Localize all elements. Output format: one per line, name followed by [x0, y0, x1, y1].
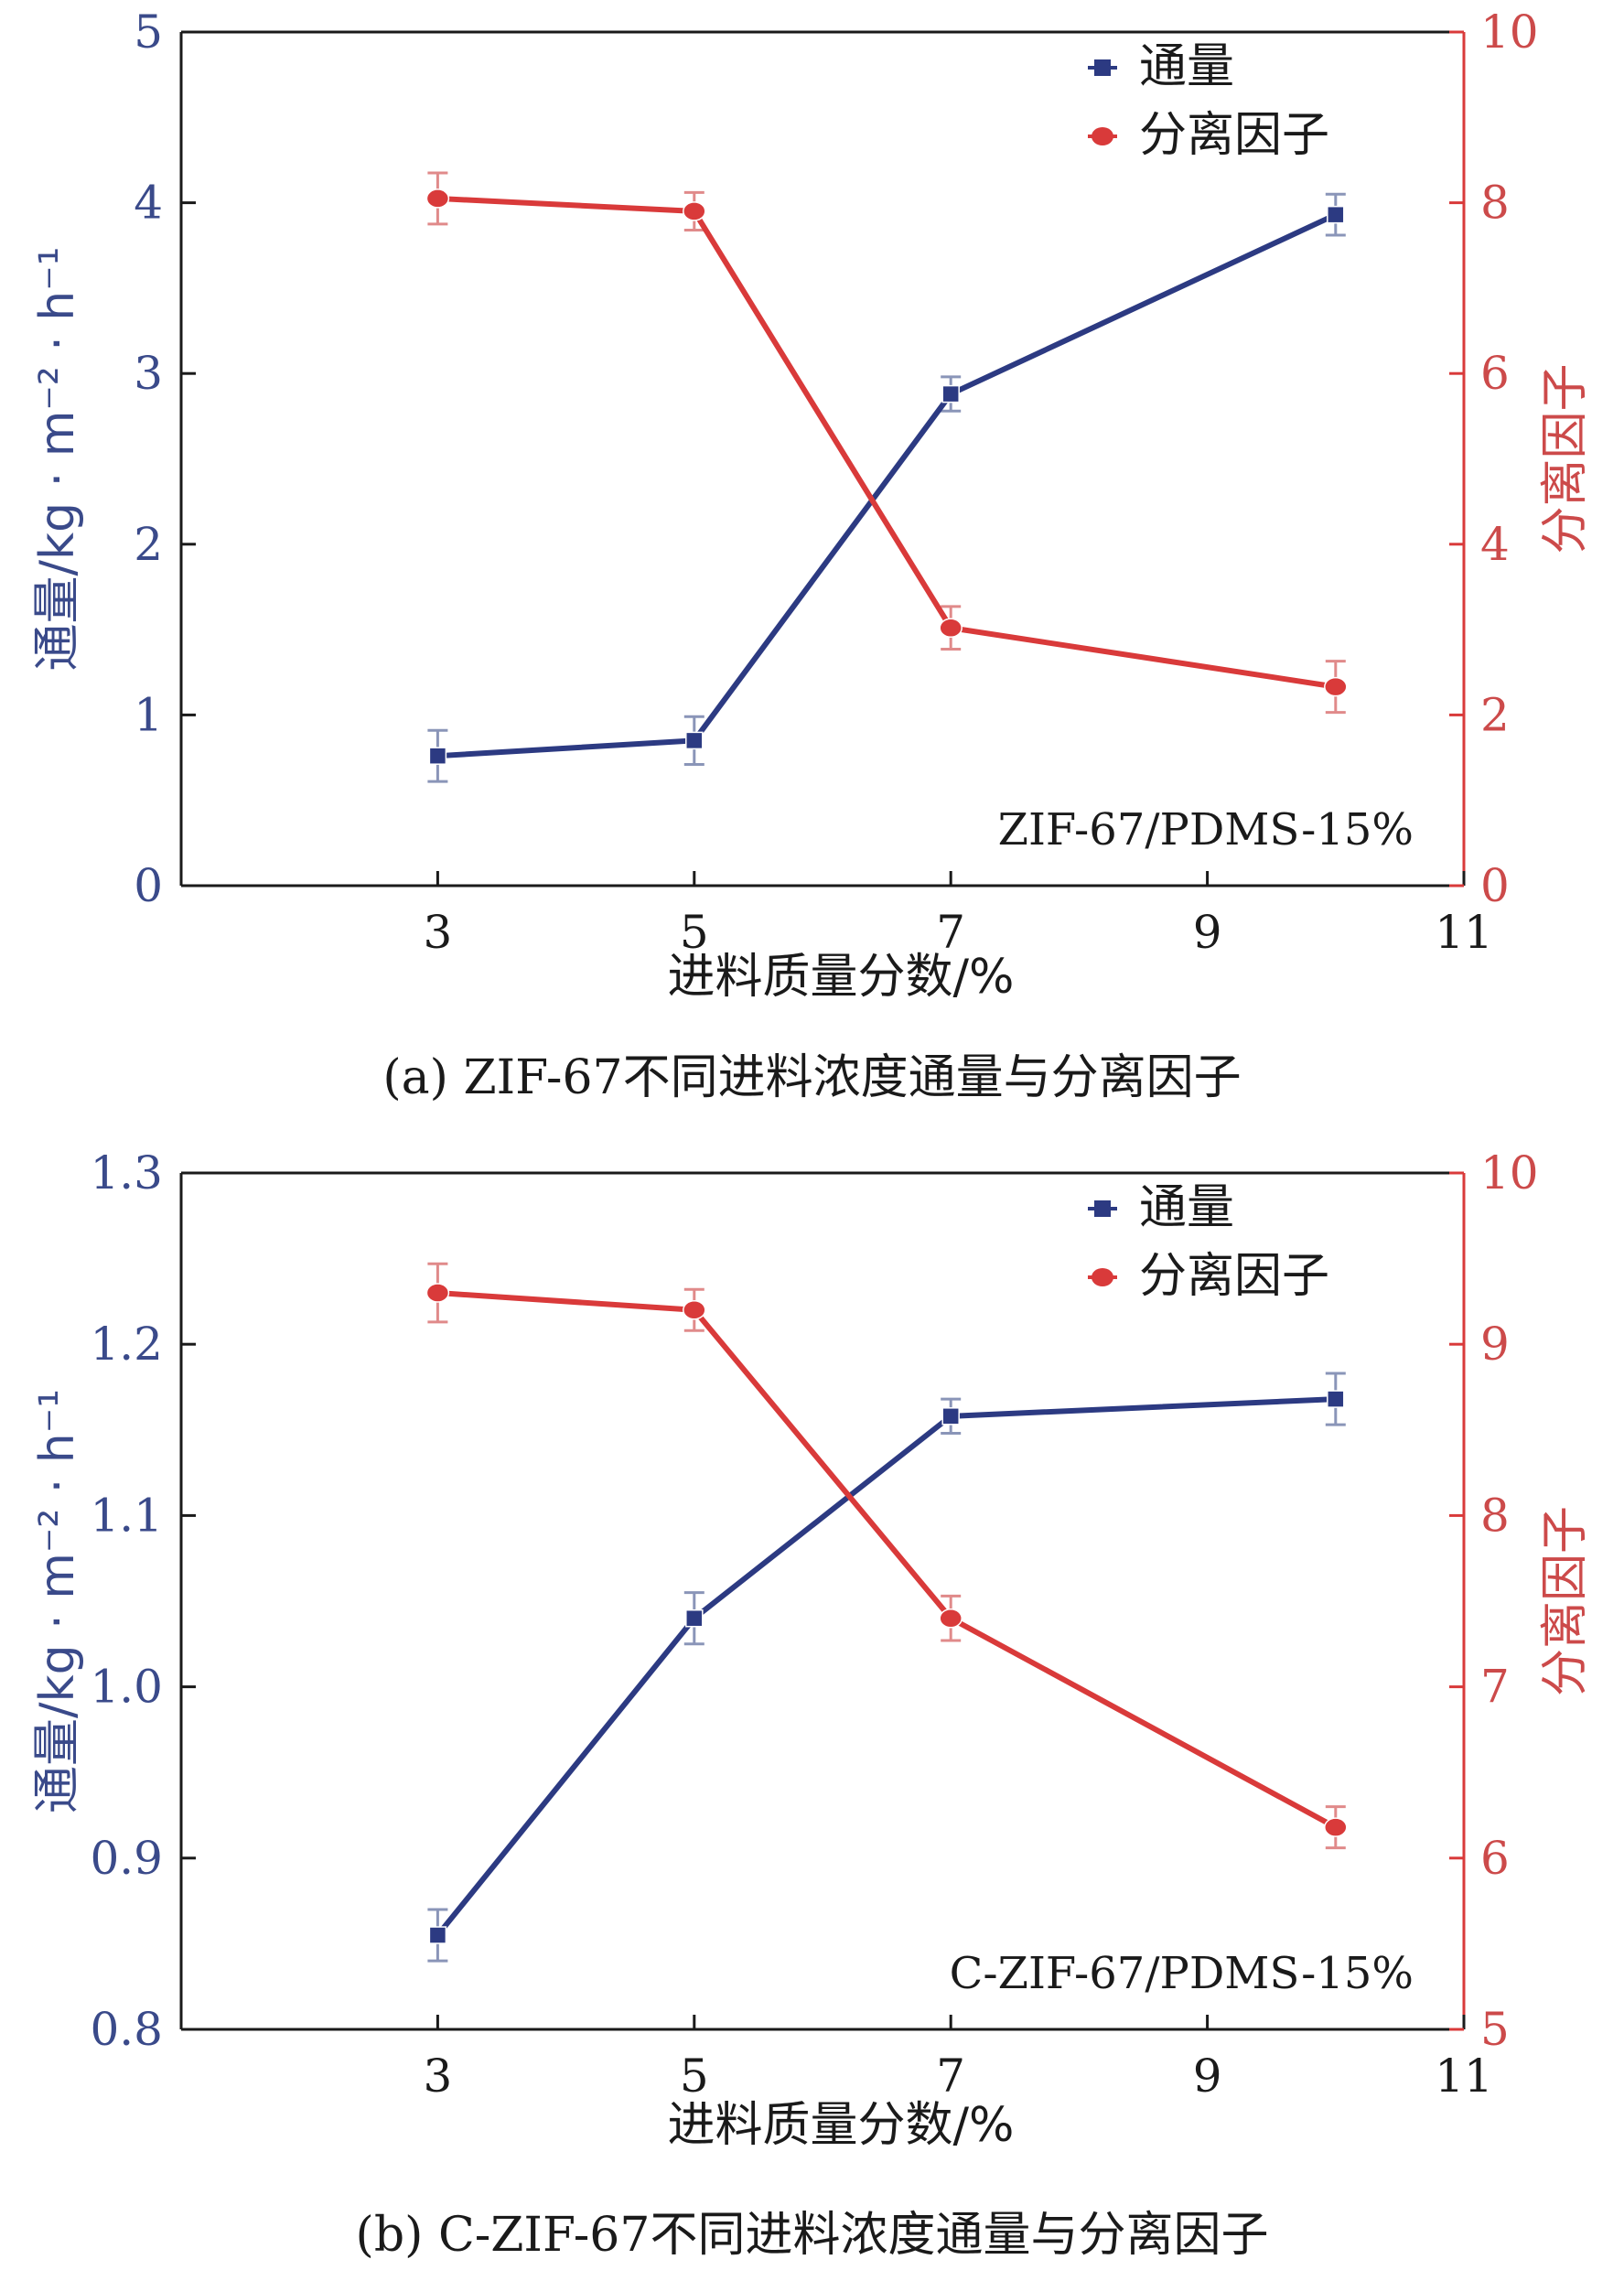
y-tick-label-right: 8	[1480, 1489, 1510, 1542]
y-tick-label-left: 0.9	[90, 1832, 163, 1885]
y-tick-label-right: 4	[1480, 518, 1510, 571]
y-tick-label-right: 8	[1480, 177, 1510, 230]
y-tick-label-right: 6	[1480, 347, 1510, 400]
caption-b: (b) C-ZIF-67不同进料浓度通量与分离因子	[355, 2208, 1269, 2263]
x-tick-label: 9	[1193, 906, 1222, 959]
y-tick-label-left: 2	[134, 518, 163, 571]
separation-factor-point	[939, 618, 963, 638]
y-tick-label-right: 0	[1480, 859, 1510, 912]
separation-factor-point	[425, 188, 450, 209]
flux-point	[428, 1926, 447, 1944]
series-separation-factor	[425, 171, 1348, 715]
x-tick-label: 7	[936, 906, 965, 959]
series-flux	[427, 1372, 1346, 1963]
y-tick-label-right: 5	[1480, 2003, 1510, 2056]
separation-factor-line	[437, 1290, 1338, 1830]
separation-factor-point	[425, 1283, 450, 1303]
separation-factor-point	[683, 1300, 706, 1320]
y-tick-label-left: 4	[134, 177, 163, 230]
flux-point	[1327, 205, 1345, 224]
separation-factor-point	[1324, 676, 1348, 697]
x-axis-label: 进料质量分数/%	[668, 950, 1015, 1005]
legend-sep-label: 分离因子	[1139, 1249, 1329, 1304]
y-tick-label-right: 2	[1480, 688, 1510, 741]
y-tick-label-left: 3	[134, 347, 163, 400]
flux-line	[436, 1396, 1336, 1937]
separation-factor-line	[437, 195, 1337, 690]
y-tick-label-left: 0.8	[90, 2003, 163, 2056]
y-tick-label-left: 1.0	[90, 1661, 163, 1714]
legend-sep-label: 分离因子	[1139, 108, 1329, 163]
chart-panel-b: 3 5 7 9 11 0.8 0.9 1.0 1.1 1.2 1.3 5 6 7 8 9 10 通量/kg · m…	[30, 1146, 1593, 2153]
y-tick-label-right: 7	[1480, 1661, 1510, 1714]
flux-point	[941, 384, 960, 403]
flux-point	[685, 731, 704, 750]
flux-point	[941, 1407, 960, 1425]
y-tick-label-right: 9	[1480, 1318, 1510, 1371]
x-tick-label: 11	[1435, 2049, 1493, 2103]
x-tick-label: 5	[680, 2049, 709, 2103]
panel-annotation: ZIF-67/PDMS-15%	[998, 804, 1414, 855]
flux-point	[685, 1608, 704, 1628]
legend-flux-label: 通量	[1139, 39, 1234, 94]
separation-factor-point	[939, 1608, 963, 1629]
legend-flux-label: 通量	[1139, 1180, 1234, 1235]
y-axis-label-right: 分离因子	[1538, 1506, 1593, 1696]
legend-flux-marker	[1094, 1200, 1111, 1217]
y-tick-label-right: 10	[1480, 5, 1539, 59]
x-tick-label: 3	[423, 2049, 452, 2103]
x-tick-label: 5	[680, 906, 709, 959]
legend-sep-marker	[1092, 1268, 1113, 1286]
y-axis-label-right: 分离因子	[1538, 363, 1593, 554]
x-tick-label: 3	[423, 906, 452, 959]
x-tick-label: 7	[936, 2049, 965, 2103]
y-tick-label-left: 5	[134, 5, 163, 59]
x-tick-label: 11	[1435, 906, 1493, 959]
flux-point	[1327, 1390, 1345, 1408]
y-tick-label-left: 1	[134, 688, 163, 741]
y-tick-label-left: 1.3	[90, 1146, 163, 1200]
caption-a: (a) ZIF-67不同进料浓度通量与分离因子	[382, 1050, 1242, 1105]
flux-point	[428, 747, 447, 765]
y-tick-label-left: 1.1	[90, 1489, 163, 1542]
legend-flux-marker	[1094, 59, 1111, 76]
y-tick-label-right: 10	[1480, 1146, 1539, 1200]
y-axis-label-left: 通量/kg · m⁻² · h⁻¹	[30, 246, 85, 671]
legend-sep-marker	[1092, 127, 1113, 145]
flux-line	[437, 211, 1338, 759]
y-tick-label-left: 0	[134, 859, 163, 912]
separation-factor-point	[683, 201, 706, 221]
y-axis-label-left: 通量/kg · m⁻² · h⁻¹	[30, 1389, 85, 1813]
series-flux	[427, 192, 1346, 783]
series-separation-factor	[425, 1262, 1348, 1850]
separation-factor-point	[1324, 1817, 1348, 1837]
panel-annotation: C-ZIF-67/PDMS-15%	[950, 1948, 1414, 1999]
x-tick-label: 9	[1193, 2049, 1222, 2103]
y-tick-label-right: 6	[1480, 1832, 1510, 1885]
y-tick-label-left: 1.2	[90, 1318, 163, 1371]
x-axis-label: 进料质量分数/%	[668, 2098, 1015, 2153]
